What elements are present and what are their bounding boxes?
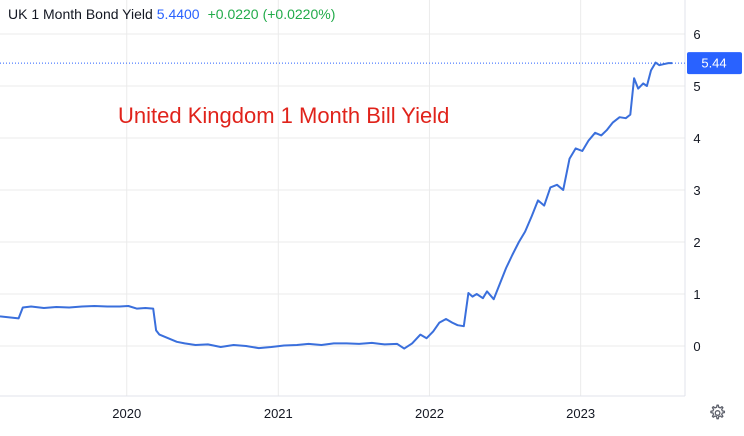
y-tick-label: 5: [693, 79, 700, 94]
change-value: +0.0220: [207, 6, 259, 22]
y-axis-ticks: 0 1 2 3 4 5 6: [693, 27, 700, 354]
series-layer: [0, 61, 685, 350]
settings-gear-icon[interactable]: [707, 403, 727, 423]
y-tick-label: 2: [693, 235, 700, 250]
x-tick-label: 2023: [566, 406, 595, 421]
grid-layer: [0, 0, 685, 396]
series-line: [0, 61, 673, 350]
x-tick-label: 2020: [112, 406, 141, 421]
y-tick-label: 3: [693, 183, 700, 198]
last-price-label-text: 5.44: [701, 56, 726, 71]
last-price-label-background: [687, 52, 742, 75]
chart-header: UK 1 Month Bond Yield 5.4400 +0.0220 (+0.02…: [8, 6, 335, 22]
change-percent: (+0.0220%): [262, 6, 336, 22]
y-tick-label: 1: [693, 287, 700, 302]
y-tick-label: 6: [693, 27, 700, 42]
x-axis-ticks: 2020 2021 2022 2023: [112, 406, 595, 421]
last-price-label: 5.44: [687, 52, 742, 75]
symbol-name: UK 1 Month Bond Yield: [8, 6, 153, 22]
x-tick-label: 2021: [264, 406, 293, 421]
chart-annotation: United Kingdom 1 Month Bill Yield: [118, 103, 450, 128]
x-tick-label: 2022: [415, 406, 444, 421]
gear-icon[interactable]: [707, 403, 727, 423]
y-tick-label: 0: [693, 339, 700, 354]
y-tick-label: 4: [693, 131, 700, 146]
last-value: 5.4400: [156, 6, 200, 22]
